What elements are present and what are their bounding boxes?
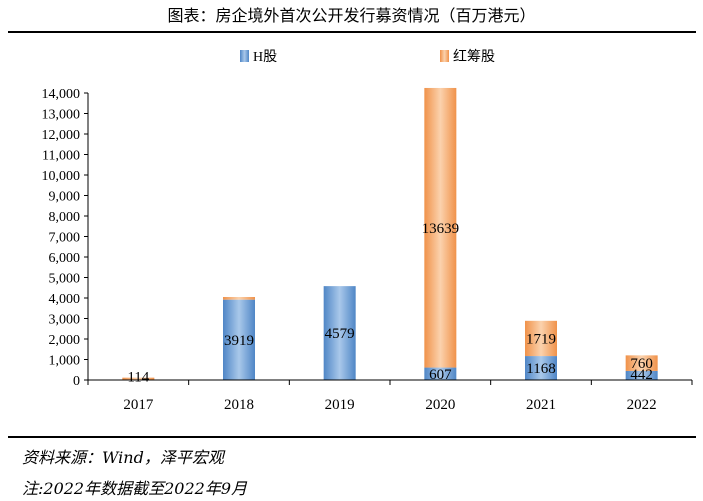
y-tick-label: 6,000: [49, 251, 81, 266]
data-label-h-share: 442: [630, 367, 653, 383]
data-label-h-share: 4579: [325, 326, 355, 342]
bar-h-share: [323, 286, 356, 380]
x-tick-label: 2020: [425, 397, 455, 413]
data-label-h-share: 3919: [224, 333, 254, 349]
chart-title: 图表：房企境外首次公开发行募资情况（百万港元）: [167, 6, 536, 25]
data-label-red-chip: 760: [630, 356, 653, 372]
y-tick-label: 14,000: [42, 87, 81, 102]
y-tick-label: 4,000: [49, 292, 81, 307]
y-tick-label: 8,000: [49, 210, 81, 225]
bar-red-chip: [122, 377, 155, 380]
y-tick-label: 9,000: [49, 190, 81, 205]
y-tick-label: 0: [73, 374, 80, 389]
bar-red-chip: [625, 355, 658, 371]
bar-h-share: [223, 299, 255, 380]
top-rule: [8, 31, 696, 33]
y-tick-label: 11,000: [42, 149, 80, 164]
legend-label-red-chip: 红筹股: [453, 48, 495, 65]
legend-swatch-red-chip: [440, 50, 449, 62]
stacked-bar-chart: H股 红筹股 0 1,000 2,000 3,000 4,000 5,000 6,000 7,…: [42, 48, 693, 413]
x-axis: 2017 2018 2019 2020 2021 2022: [87, 379, 693, 413]
y-tick-label: 10,000: [42, 169, 81, 184]
y-tick-label: 12,000: [42, 128, 81, 143]
data-label-h-share: 1168: [526, 361, 555, 377]
bar-h-share: [424, 367, 457, 380]
x-tick-label: 2018: [224, 397, 254, 413]
x-tick-label: 2017: [123, 397, 154, 413]
y-tick-label: 7,000: [49, 231, 81, 246]
y-tick-label: 5,000: [49, 272, 81, 287]
legend-swatch-h-share: [240, 50, 249, 62]
bar-red-chip: [525, 320, 557, 357]
legend-label-h-share: H股: [253, 50, 277, 65]
y-tick-label: 3,000: [49, 313, 81, 328]
bar-series: [122, 87, 658, 380]
data-label-red-chip: 13639: [422, 221, 460, 237]
data-label-red-chip: 1719: [526, 331, 556, 347]
y-axis: 0 1,000 2,000 3,000 4,000 5,000 6,000 7,000 8,00…: [42, 87, 89, 389]
x-tick-label: 2022: [627, 397, 657, 413]
legend-item-h-share: H股: [240, 50, 277, 65]
bar-red-chip: [424, 87, 457, 368]
legend-item-red-chip: 红筹股: [440, 48, 495, 65]
bottom-rule: [8, 436, 696, 438]
y-tick-label: 2,000: [49, 333, 81, 348]
data-label-red-chip: 114: [127, 370, 149, 386]
legend: H股 红筹股: [240, 48, 495, 65]
source-note: 资料来源：Wind，泽平宏观: [22, 448, 224, 467]
y-tick-label: 1,000: [49, 354, 81, 369]
date-note: 注:2022年数据截至2022年9月: [22, 479, 248, 498]
data-label-h-share: 607: [429, 367, 452, 383]
bar-red-chip: [223, 296, 255, 300]
bar-h-share: [525, 356, 557, 380]
x-tick-label: 2019: [325, 397, 355, 413]
x-tick-label: 2021: [526, 397, 556, 413]
bar-h-share: [625, 370, 658, 380]
y-tick-label: 13,000: [42, 108, 81, 123]
